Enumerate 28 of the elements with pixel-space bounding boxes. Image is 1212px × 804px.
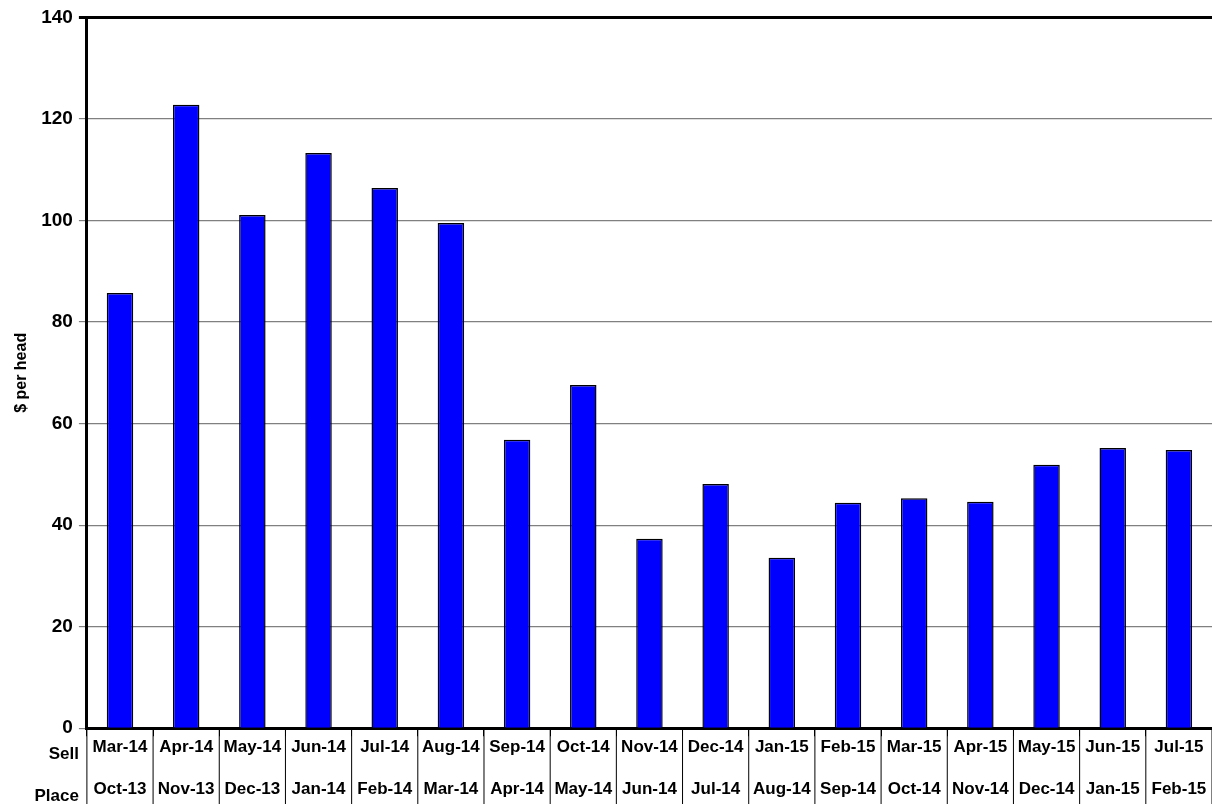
category-label: Jun-14 Jan-14 (291, 736, 346, 799)
category-label: Dec-14 Jul-14 (687, 736, 744, 799)
category-label: Jul-14 Feb-14 (357, 736, 413, 799)
category-label: Jul-15 Feb-15 (1151, 736, 1207, 799)
category-label: May-14 Dec-13 (223, 736, 282, 799)
y-axis-title: $ per head (12, 332, 30, 413)
category-label: Jan-15 Aug-14 (753, 736, 811, 799)
category-label: Mar-15 Oct-14 (886, 736, 942, 799)
category-label: Apr-15 Nov-14 (952, 736, 1009, 799)
y-tick-label: 140 (41, 5, 73, 27)
category-label: Oct-14 May-14 (554, 736, 613, 799)
text: Place (34, 786, 79, 804)
category-label: Sep-14 Apr-14 (489, 736, 545, 799)
category-label: May-15 Dec-14 (1017, 736, 1076, 799)
y-tick-label: 0 (62, 716, 73, 738)
y-tick-label: 60 (51, 411, 73, 433)
y-tick-label: 80 (51, 310, 73, 332)
y-tick-label: 120 (41, 107, 73, 129)
y-tick-label: 20 (51, 614, 73, 636)
y-tick-label: 40 (51, 513, 73, 535)
category-label: Jun-15 Jan-15 (1085, 736, 1141, 799)
category-label: Aug-14 Mar-14 (422, 736, 480, 799)
category-label: Nov-14 Jun-14 (621, 736, 678, 799)
category-label: Apr-14 Nov-13 (157, 736, 215, 799)
text: Sell (48, 744, 79, 764)
y-tick-label: 100 (41, 208, 73, 230)
category-label: Mar-14 Oct-13 (92, 736, 148, 799)
category-label: Feb-15 Sep-14 (820, 736, 876, 799)
